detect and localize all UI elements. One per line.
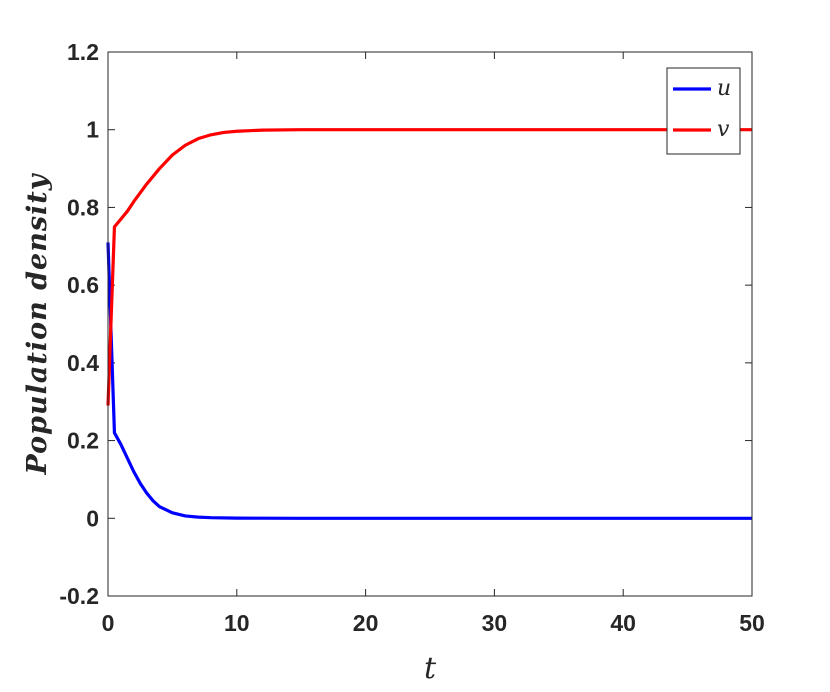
series-line-u	[106, 242, 752, 520]
plot-area	[108, 52, 752, 596]
legend-label-v: v	[717, 117, 730, 142]
x-tick-label: 0	[102, 610, 115, 636]
plot-frame	[107, 51, 753, 597]
x-tick-label: 10	[224, 610, 250, 636]
series-line-v	[106, 128, 752, 406]
x-tick-label: 30	[482, 610, 508, 636]
x-tick-label: 40	[610, 610, 636, 636]
legend-label-u: u	[717, 76, 731, 101]
legend-box	[666, 67, 741, 155]
tick-labels: 0 10 20 30 40 50-0.200.20.40.60.811.2	[59, 39, 764, 636]
y-tick-label: 0.6	[67, 272, 99, 298]
x-tick-label: 50	[739, 610, 765, 636]
x-tick-label: 20	[353, 610, 379, 636]
y-tick-label: -0.2	[59, 583, 99, 609]
legend: uv	[666, 67, 741, 155]
y-tick-label: 0.8	[67, 194, 99, 220]
y-tick-label: 1	[86, 117, 99, 143]
y-tick-label: 0	[86, 505, 99, 531]
x-axis-label: t	[424, 651, 437, 686]
series-layer	[106, 128, 752, 520]
y-axis-label: Population density	[22, 172, 53, 475]
y-tick-label: 1.2	[67, 39, 99, 65]
y-tick-label: 0.4	[67, 350, 99, 376]
y-tick-label: 0.2	[67, 428, 99, 454]
